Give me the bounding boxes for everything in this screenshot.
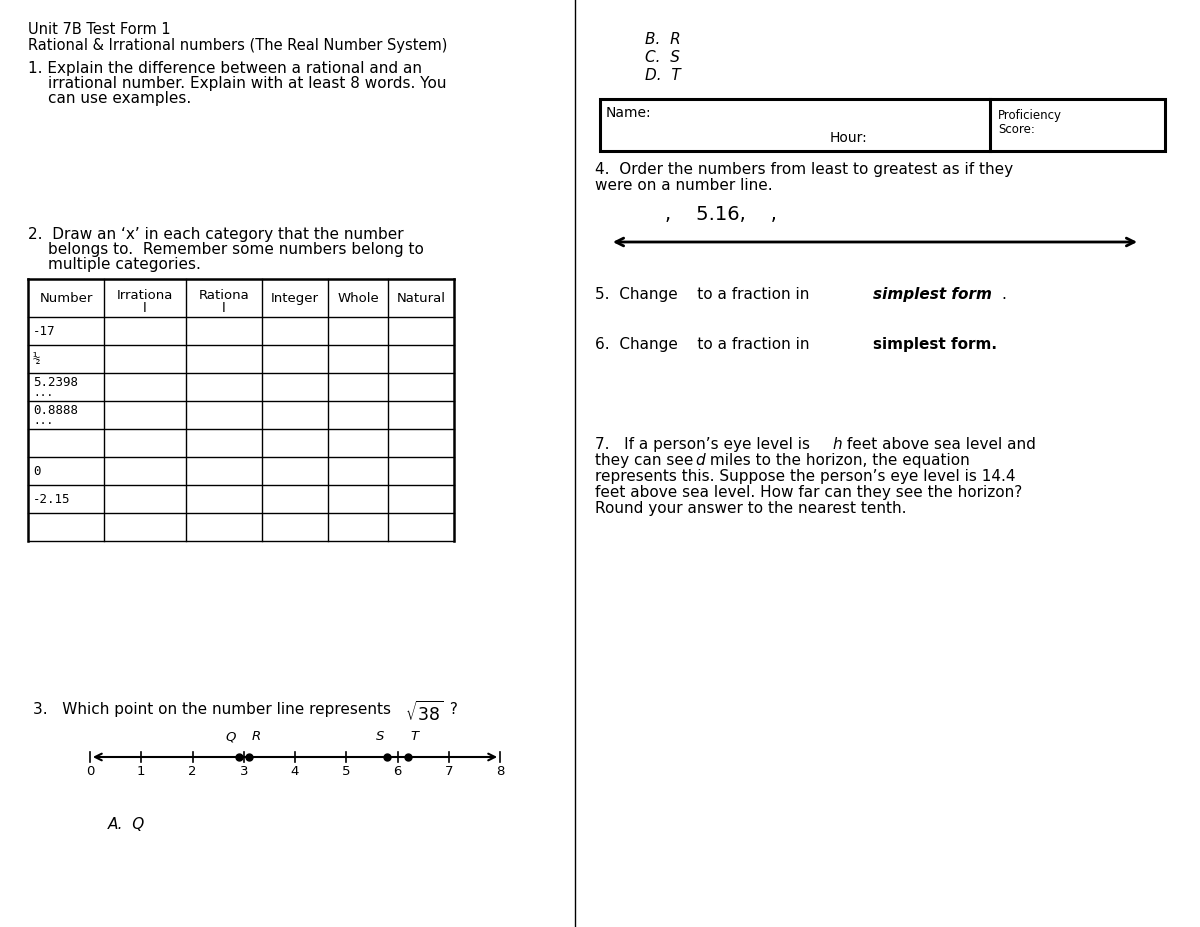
Text: T: T (410, 730, 419, 743)
Text: Rationa: Rationa (199, 289, 250, 302)
Text: Score:: Score: (998, 123, 1034, 136)
Text: C.  S: C. S (646, 50, 680, 65)
Text: can use examples.: can use examples. (48, 91, 191, 106)
Text: ?: ? (445, 702, 458, 717)
Text: Number: Number (40, 291, 92, 304)
Text: h: h (832, 437, 841, 452)
Text: Integer: Integer (271, 291, 319, 304)
Text: l: l (222, 302, 226, 315)
Text: Rational & Irrational numbers (The Real Number System): Rational & Irrational numbers (The Real … (28, 38, 448, 53)
Text: multiple categories.: multiple categories. (48, 257, 200, 272)
Text: 1: 1 (137, 765, 145, 778)
Text: -2.15: -2.15 (34, 492, 71, 505)
Bar (600, 99, 1165, 151)
Text: represents this. Suppose the person’s eye level is 14.4: represents this. Suppose the person’s ey… (595, 469, 1015, 484)
Text: 0: 0 (34, 464, 41, 477)
Text: Q: Q (226, 730, 236, 743)
Text: d: d (695, 453, 704, 468)
Text: 8: 8 (496, 765, 504, 778)
Text: $\sqrt{38}$: $\sqrt{38}$ (406, 701, 444, 725)
Text: simplest form.: simplest form. (874, 337, 997, 352)
Text: 4: 4 (290, 765, 299, 778)
Text: feet above sea level and: feet above sea level and (842, 437, 1036, 452)
Text: Name:: Name: (606, 106, 652, 120)
Text: 3.   Which point on the number line represents: 3. Which point on the number line repres… (34, 702, 391, 717)
Text: feet above sea level. How far can they see the horizon?: feet above sea level. How far can they s… (595, 485, 1022, 500)
Text: Proficiency: Proficiency (998, 109, 1062, 122)
Text: -17: -17 (34, 324, 55, 337)
Text: 7.   If a person’s eye level is: 7. If a person’s eye level is (595, 437, 815, 452)
Text: simplest form: simplest form (874, 287, 992, 302)
Text: 4.  Order the numbers from least to greatest as if they: 4. Order the numbers from least to great… (595, 162, 1013, 177)
Text: 0: 0 (86, 765, 94, 778)
Text: 5: 5 (342, 765, 350, 778)
Text: D.  T: D. T (646, 68, 680, 83)
Text: 1. Explain the difference between a rational and an: 1. Explain the difference between a rati… (28, 61, 422, 76)
Text: Unit 7B Test Form 1: Unit 7B Test Form 1 (28, 22, 170, 37)
Text: 2: 2 (188, 765, 197, 778)
Text: 5.2398: 5.2398 (34, 375, 78, 388)
Text: ...: ... (34, 416, 53, 426)
Text: 5.  Change    to a fraction in: 5. Change to a fraction in (595, 287, 815, 302)
Text: 6: 6 (394, 765, 402, 778)
Text: Whole: Whole (337, 291, 379, 304)
Text: ,    5.16,    ,: , 5.16, , (665, 205, 776, 224)
Text: were on a number line.: were on a number line. (595, 178, 773, 193)
Text: .: . (1001, 287, 1006, 302)
Text: 0.8888: 0.8888 (34, 403, 78, 416)
Text: belongs to.  Remember some numbers belong to: belongs to. Remember some numbers belong… (48, 242, 424, 257)
Text: R: R (252, 730, 260, 743)
Text: they can see: they can see (595, 453, 698, 468)
Text: miles to the horizon, the equation: miles to the horizon, the equation (706, 453, 970, 468)
Text: B.  R: B. R (646, 32, 680, 47)
Text: S: S (377, 730, 385, 743)
Text: ½: ½ (34, 352, 41, 365)
Text: 2.  Draw an ‘x’ in each category that the number: 2. Draw an ‘x’ in each category that the… (28, 227, 403, 242)
Text: Round your answer to the nearest tenth.: Round your answer to the nearest tenth. (595, 501, 906, 516)
Text: Hour:: Hour: (830, 131, 868, 145)
Text: Irrationa: Irrationa (116, 289, 173, 302)
Text: l: l (143, 302, 146, 315)
Text: 7: 7 (444, 765, 454, 778)
Text: ...: ... (34, 388, 53, 398)
Text: Natural: Natural (396, 291, 445, 304)
Text: 6.  Change    to a fraction in: 6. Change to a fraction in (595, 337, 815, 352)
Text: 3: 3 (240, 765, 248, 778)
Text: irrational number. Explain with at least 8 words. You: irrational number. Explain with at least… (48, 76, 446, 91)
Text: A.  Q: A. Q (108, 817, 145, 832)
